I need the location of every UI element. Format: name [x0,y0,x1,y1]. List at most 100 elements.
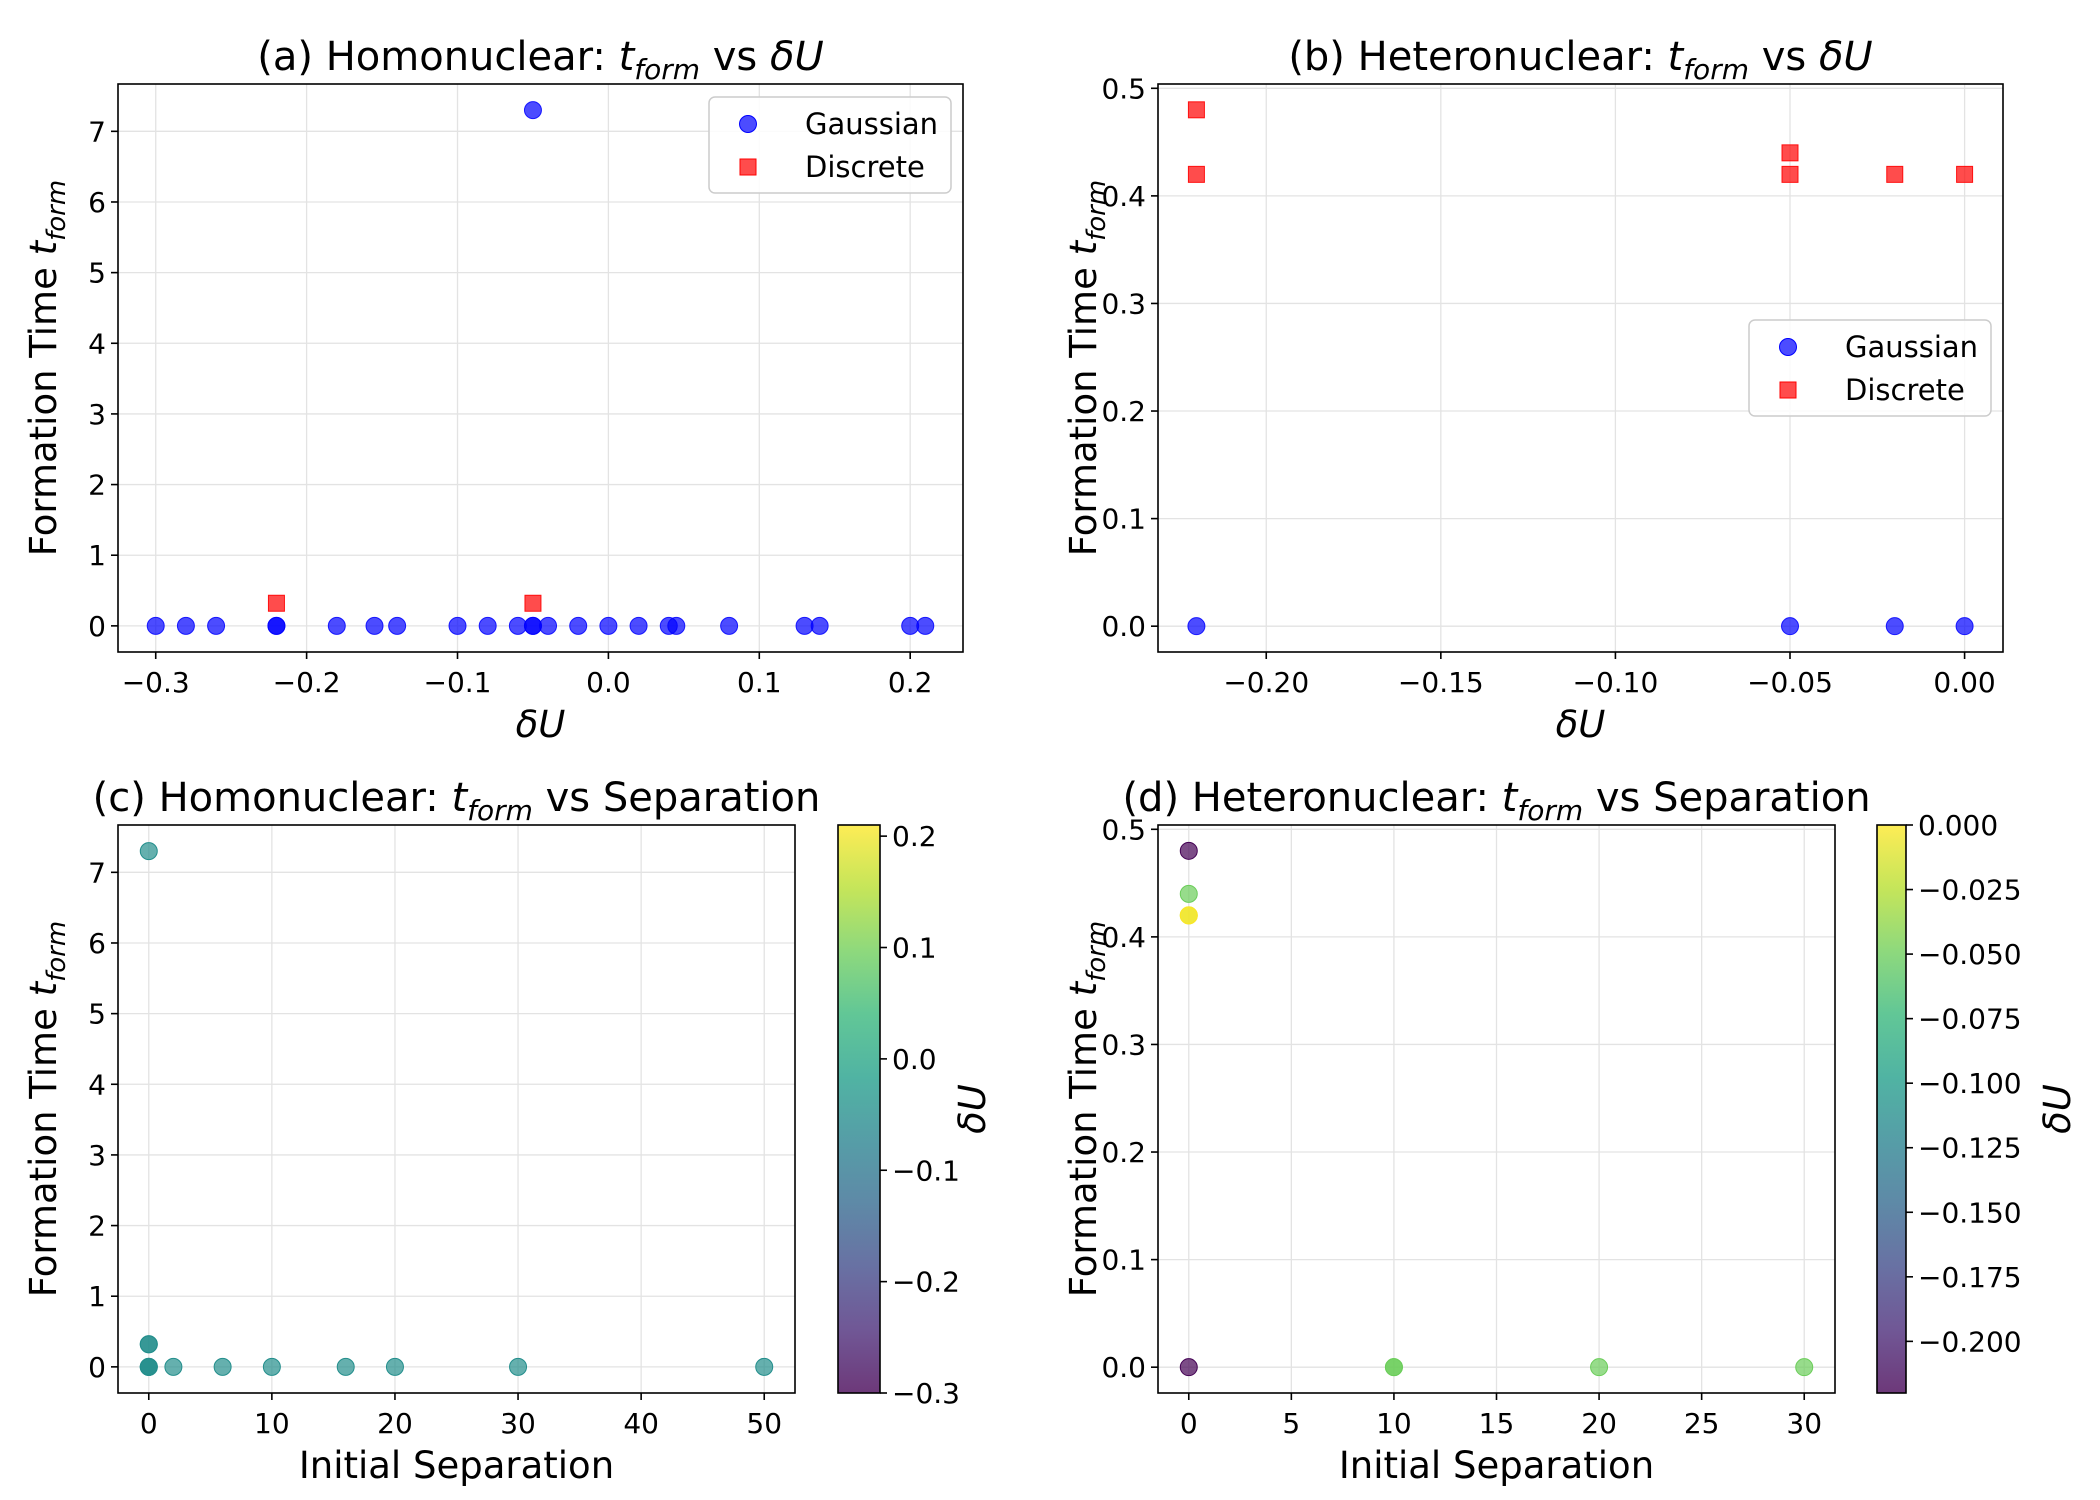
colorbar-tick-label: 0.1 [892,932,937,965]
x-tick-label: −0.10 [1573,666,1659,699]
title-prefix: (a) Homonuclear: [257,34,618,80]
legend-marker-discrete [739,158,757,176]
x-axis-label: Initial Separation [299,1444,614,1487]
panel-title: (b) Heteronuclear: tform vs δU [1288,34,1872,86]
y-axis-label: Formation Time tform [22,180,72,556]
legend-box [708,96,952,194]
colorbar-label: δU [951,1084,994,1134]
x-tick-label: 0 [1180,1407,1198,1440]
x-tick-label: 30 [1786,1407,1822,1440]
legend-marker-gaussian [739,115,757,133]
title-var: t [1502,775,1519,821]
y-label-var: t [1062,239,1105,255]
y-label-var: t [1062,980,1105,996]
colorbar-tick-label: −0.3 [892,1377,960,1410]
colorbar-tick-label: −0.100 [1918,1067,2022,1100]
data-point [1179,884,1198,903]
axes-frame [1157,83,2004,653]
x-tick-label: 20 [1581,1407,1617,1440]
colorbar-tick-label: −0.075 [1918,1003,2022,1036]
y-tick-label: 5 [88,998,106,1031]
x-tick-label: −0.05 [1747,666,1833,699]
y-tick-label: 0 [88,1351,106,1384]
x-tick-label: 50 [746,1407,782,1440]
x-tick-label: 20 [377,1407,413,1440]
colorbar-gradient [838,825,880,1393]
x-tick-label: 0.0 [586,666,631,699]
y-tick-label: 0.0 [1101,610,1146,643]
colorbar: −0.200 −0.175 −0.150 −0.125 −0.100 −0.075 −0.0… [1876,809,2079,1394]
data-point-gaussian [207,616,226,635]
data-point-gaussian [523,616,542,635]
y-label-main: Formation Time [22,996,65,1297]
colorbar-tick-label: −0.200 [1918,1325,2022,1358]
data-point [262,1357,281,1376]
title-prefix: (c) Homonuclear: [93,775,452,821]
legend-label-gaussian: Gaussian [1845,330,1978,364]
data-point [164,1357,183,1376]
data-point [1179,1358,1198,1377]
data-point-gaussian [1955,617,1974,636]
title-vs: vs [700,34,770,80]
y-tick-label: 0 [88,610,106,643]
y-tick-label: 4 [88,327,106,360]
legend-label-discrete: Discrete [805,150,925,184]
data-point [385,1357,404,1376]
data-point [139,842,158,861]
x-tick-label: 0.1 [737,666,782,699]
title-var: t [619,34,636,80]
y-label-sub: form [42,180,72,241]
data-point-gaussian [146,616,165,635]
data-point-discrete [1886,165,1904,183]
y-tick-label: 5 [88,257,106,290]
colorbar-label: δU [2036,1084,2079,1134]
colorbar-tick-label: −0.1 [892,1154,960,1187]
colorbar-tick-label: 0.0 [892,1043,937,1076]
y-tick-label: 3 [88,1139,106,1172]
data-point-discrete [267,594,285,612]
x-tick-label: 0 [140,1407,158,1440]
legend-label-discrete: Discrete [1845,373,1965,407]
y-label-var: t [22,239,65,255]
data-point-gaussian [478,616,497,635]
panel-a-homonuclear-tform-vs-dU: −0.3 −0.2 −0.1 0.0 0.1 0.2 0 1 2 3 4 5 6 7 (a) Homonuc… [22,34,964,746]
y-label-sub: form [1082,921,1112,982]
colorbar: −0.3 −0.2 −0.1 0.0 0.1 0.2 δU [837,820,994,1410]
legend-label-gaussian: Gaussian [805,107,938,141]
panel-b-heteronuclear-tform-vs-dU: −0.20 −0.15 −0.10 −0.05 0.00 0.0 0.1 0.2 0.3 0.4 0… [1062,34,2004,746]
x-tick-label: 0.2 [888,666,933,699]
data-point-gaussian [176,616,195,635]
title-xvar: δU [770,34,824,80]
y-label-main: Formation Time [1062,255,1105,556]
data-point-gaussian [388,616,407,635]
y-tick-label: 6 [88,186,106,219]
y-axis-label: Formation Time tform [1062,921,1112,1297]
title-prefix: (d) Heteronuclear: [1122,775,1501,821]
title-vs: vs [1749,34,1819,80]
colorbar-tick-label: −0.050 [1918,938,2022,971]
y-tick-label: 6 [88,927,106,960]
axes-frame [117,824,796,1394]
x-tick-label: 25 [1684,1407,1720,1440]
title-prefix: (b) Heteronuclear: [1288,34,1667,80]
y-axis-label: Formation Time tform [1062,180,1112,556]
y-tick-label: 0.3 [1101,287,1146,320]
y-label-main: Formation Time [1062,996,1105,1297]
colorbar-gradient [1877,825,1906,1393]
data-point-gaussian [667,616,686,635]
y-tick-label: 0.2 [1101,1136,1146,1169]
title-suffix: vs Separation [1583,775,1870,821]
data-point-gaussian [720,616,739,635]
data-point-gaussian [327,616,346,635]
data-point-gaussian [901,616,920,635]
data-point-discrete [1956,165,1974,183]
y-label-sub: form [1082,180,1112,241]
y-tick-label: 2 [88,469,106,502]
panel-d-heteronuclear-tform-vs-separation: 0 5 10 15 20 25 30 0.0 0.1 0.2 0.3 0.4 0.5(d) Hetero… [1062,775,2079,1487]
colorbar-frame [1876,824,1907,1394]
colorbar-tick-label: −0.150 [1918,1196,2022,1229]
data-point [1179,841,1198,860]
x-axis-label: δU [516,703,566,746]
data-point-gaussian [523,101,542,120]
